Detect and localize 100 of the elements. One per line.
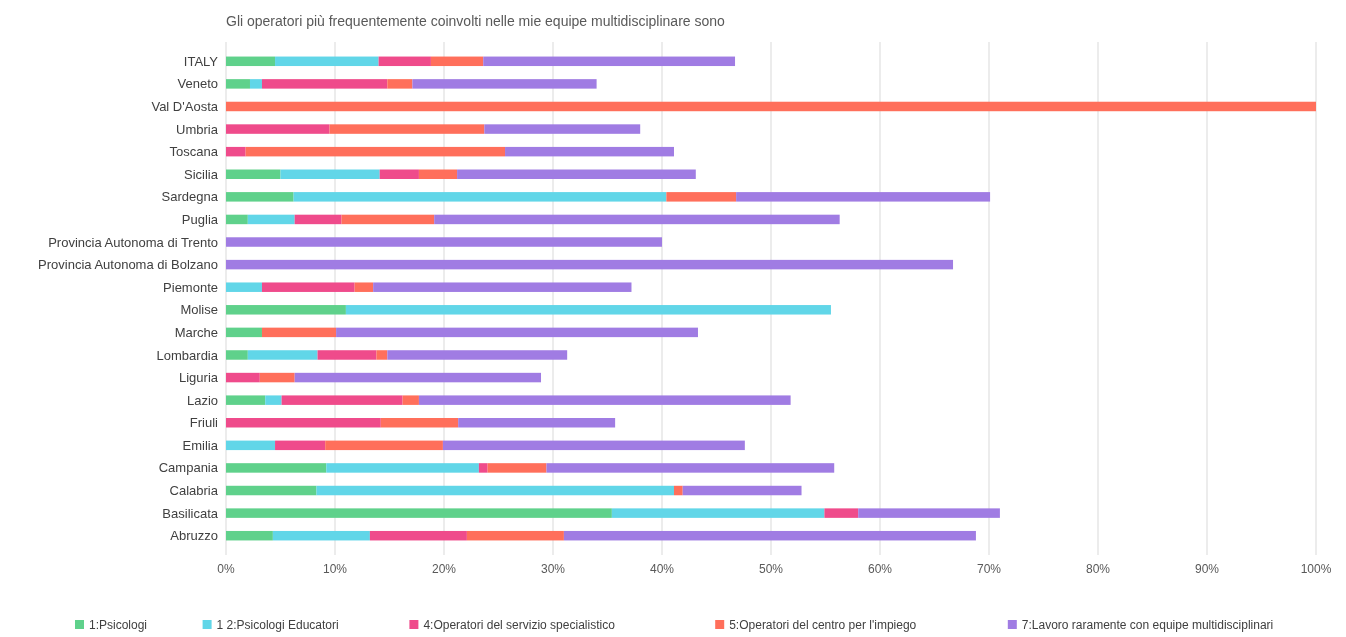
bar (226, 485, 317, 496)
bar (666, 192, 737, 202)
bar (265, 395, 282, 405)
bar (442, 440, 745, 451)
y-tick-label: Lazio (186, 392, 218, 408)
bar (373, 282, 632, 292)
bar (280, 169, 380, 179)
bar (272, 530, 370, 541)
bar (457, 169, 696, 179)
bar (294, 214, 342, 225)
bar (563, 530, 976, 541)
bar (611, 508, 825, 518)
bar (226, 259, 954, 270)
y-tick-label: Molise (180, 302, 218, 318)
y-tick-label: Provincia Autonoma di Trento (48, 234, 218, 250)
bar (247, 350, 318, 360)
bar (379, 169, 419, 179)
bar (226, 214, 248, 225)
bar (326, 463, 479, 473)
bar (226, 463, 327, 473)
bar (226, 508, 612, 518)
bar (858, 508, 1000, 518)
bar (376, 350, 388, 360)
bar (226, 101, 1316, 112)
x-tick-label: 70% (976, 562, 1002, 576)
bar (387, 350, 568, 360)
y-tick-label: Piemonte (163, 279, 218, 295)
y-tick-label: Umbria (176, 121, 219, 137)
y-tick-label: Sicilia (184, 166, 219, 182)
y-tick-label: Emilia (182, 437, 219, 453)
bar (824, 508, 859, 518)
bar (430, 56, 484, 67)
bar (466, 530, 564, 541)
bar (261, 282, 355, 292)
x-tick-label: 40% (649, 562, 675, 576)
bar (294, 372, 542, 383)
y-tick-label: Marche (174, 324, 218, 340)
x-tick-label: 80% (1085, 562, 1111, 576)
y-tick-label: Calabria (169, 483, 219, 499)
bar (402, 395, 419, 405)
bar (387, 79, 413, 89)
y-tick-label: Liguria (178, 370, 219, 386)
legend-label: 1:Psicologi (89, 618, 148, 632)
bar (245, 146, 506, 157)
x-tick-label: 100% (1300, 562, 1332, 576)
bar (505, 146, 674, 157)
bar (226, 192, 294, 202)
bar (484, 124, 641, 134)
bar (281, 395, 403, 405)
legend-label: 7:Lavoro raramente con equipe multidisciplinari (1021, 618, 1274, 632)
bar (226, 395, 266, 405)
bar (380, 418, 459, 428)
y-tick-label: Val D'Aosta (151, 99, 219, 115)
x-tick-label: 60% (867, 562, 893, 576)
bar (249, 79, 262, 89)
bar (226, 327, 262, 338)
bar (226, 124, 330, 134)
bar (226, 418, 381, 428)
y-tick-label: Toscana (169, 144, 219, 160)
bar (293, 192, 667, 202)
bar (434, 214, 840, 225)
bar (325, 440, 443, 451)
bar (226, 350, 248, 360)
bar (682, 485, 802, 496)
bar (226, 237, 662, 247)
bar (226, 282, 262, 292)
bar (261, 327, 337, 338)
bar (317, 350, 377, 360)
y-tick-label: Abruzzo (170, 528, 218, 544)
bar (226, 305, 346, 315)
bar (378, 56, 431, 67)
x-tick-label: 90% (1194, 562, 1220, 576)
bar (418, 169, 458, 179)
bar (226, 530, 273, 541)
bar (226, 372, 260, 383)
bar (458, 418, 616, 428)
legend-label: 1 2:Psicologi Educatori (216, 618, 339, 632)
x-tick-label: 0% (217, 562, 235, 576)
bar (345, 305, 831, 315)
bar (275, 56, 379, 67)
y-tick-label: ITALY (183, 53, 219, 69)
y-tick-label: Puglia (181, 211, 219, 227)
bar (341, 214, 435, 225)
y-tick-label: Campania (158, 460, 219, 476)
y-tick-label: Lombardia (156, 347, 219, 363)
bar (354, 282, 374, 292)
x-tick-label: 10% (322, 562, 348, 576)
bar (247, 214, 295, 225)
y-tick-label: Veneto (177, 76, 218, 92)
bar (336, 327, 698, 338)
bar (226, 440, 276, 451)
bar (261, 79, 388, 89)
x-tick-label: 20% (431, 562, 457, 576)
bar (226, 56, 276, 67)
bar (487, 463, 547, 473)
bar (412, 79, 597, 89)
y-tick-label: Provincia Autonoma di Bolzano (38, 257, 218, 273)
chart-title: Gli operatori più frequentemente coinvolti nelle mie equipe multidisciplinare sono (226, 13, 726, 29)
bar (226, 169, 281, 179)
bar (418, 395, 791, 405)
